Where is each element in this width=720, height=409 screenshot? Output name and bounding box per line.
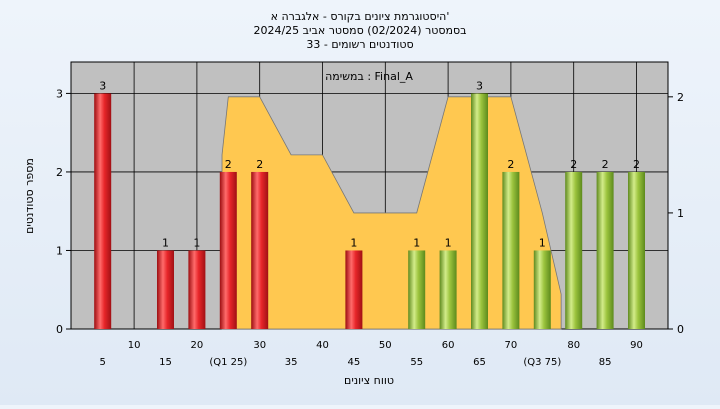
y-tick-label: 1	[56, 244, 63, 257]
bar-label: 2	[225, 158, 232, 171]
title-line-3: סטודנטים רשומים - 33	[306, 38, 413, 51]
y-tick-label: 3	[56, 87, 63, 100]
x-tick-label: 90	[630, 340, 643, 351]
y-tick-label: 0	[56, 323, 63, 336]
x-tick-label: 50	[379, 340, 392, 351]
x-tick-label: 45	[348, 357, 361, 368]
bar-label: 3	[476, 79, 483, 92]
bar	[502, 171, 520, 329]
x-axis-title: טווח ציונים	[344, 374, 394, 387]
bar	[94, 93, 112, 329]
bar-label: 3	[99, 79, 106, 92]
y2-tick-label: 0	[677, 323, 684, 336]
y2-tick-label: 2	[677, 91, 684, 104]
title-line-2: בסמסטר (02/2024) סמסטר אביב 2024/25	[253, 24, 466, 37]
bar-label: 2	[570, 158, 577, 171]
x-tick-label: 60	[442, 340, 455, 351]
bar	[596, 171, 614, 329]
x-tick-label: 85	[599, 357, 612, 368]
bar	[628, 171, 645, 329]
y-tick-label: 2	[56, 166, 63, 179]
x-tick-label: 20	[191, 340, 204, 351]
bar	[439, 250, 457, 329]
x-tick-label: 55	[410, 357, 423, 368]
bar	[471, 93, 488, 329]
plot-label: במשימה : Final_A	[325, 70, 413, 83]
bar-label: 2	[507, 158, 514, 171]
bar-label: 1	[445, 236, 452, 249]
x-tick-label: 65	[473, 357, 486, 368]
bar	[157, 250, 174, 329]
bar	[533, 250, 551, 329]
bar	[565, 171, 583, 329]
bars	[94, 93, 645, 329]
bar	[219, 171, 237, 329]
y2-tick-label: 1	[677, 207, 684, 220]
bar-label: 1	[539, 236, 546, 249]
x-tick-label: (Q3 75)	[523, 357, 561, 368]
x-axis: 10 20 30 40 50 60 70 80 90 5 15 (Q1 25) 35 45 55 65 (Q3 …	[100, 340, 643, 368]
bar-label: 1	[162, 236, 169, 249]
chart-title: היסטוגרמת ציונים בקורס - אלגברה א' בסמסט…	[253, 10, 466, 51]
title-line-1: היסטוגרמת ציונים בקורס - אלגברה א'	[271, 10, 450, 23]
x-tick-label: 5	[100, 357, 106, 368]
bar-label: 2	[633, 158, 640, 171]
bar-label: 1	[193, 236, 200, 249]
bar	[188, 250, 206, 329]
bar	[251, 171, 269, 329]
bar-labels: 3 1 1 2 2 1 1 1 3 2 1 2 2 2	[99, 79, 640, 249]
x-tick-label: 30	[253, 340, 266, 351]
x-tick-label: 10	[128, 340, 141, 351]
bar	[408, 250, 426, 329]
x-tick-label: (Q1 25)	[209, 357, 247, 368]
bar-label: 2	[256, 158, 263, 171]
x-tick-label: 40	[316, 340, 329, 351]
bar-label: 2	[602, 158, 609, 171]
x-tick-label: 70	[505, 340, 518, 351]
y-axis-right: 0 1 2	[668, 91, 684, 336]
bar-label: 1	[413, 236, 420, 249]
x-tick-label: 35	[285, 357, 298, 368]
y-axis-left: 0 1 2 3	[56, 87, 71, 336]
x-tick-label: 80	[567, 340, 580, 351]
y-axis-title: מספר סטודנטים	[23, 158, 36, 234]
bar-label: 1	[350, 236, 357, 249]
bar	[345, 250, 363, 329]
x-tick-label: 15	[159, 357, 172, 368]
